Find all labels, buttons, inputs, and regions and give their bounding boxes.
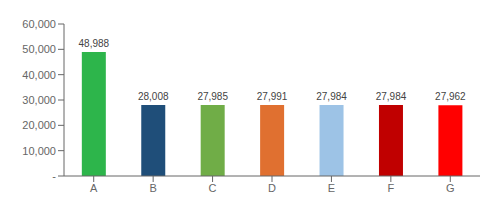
svg-text:50,000: 50,000	[22, 43, 56, 55]
svg-text:27,984: 27,984	[316, 91, 347, 102]
svg-text:A: A	[90, 182, 98, 194]
svg-text:E: E	[328, 182, 335, 194]
svg-text:30,000: 30,000	[22, 94, 56, 106]
svg-text:C: C	[209, 182, 217, 194]
svg-text:27,984: 27,984	[376, 91, 407, 102]
svg-text:27,985: 27,985	[197, 91, 228, 102]
svg-text:48,988: 48,988	[79, 38, 110, 49]
svg-text:10,000: 10,000	[22, 145, 56, 157]
svg-text:20,000: 20,000	[22, 119, 56, 131]
svg-text:F: F	[387, 182, 394, 194]
svg-text:28,008: 28,008	[138, 91, 169, 102]
svg-text:G: G	[446, 182, 455, 194]
svg-text:B: B	[149, 182, 156, 194]
svg-text:60,000: 60,000	[22, 18, 56, 30]
svg-text:-: -	[52, 170, 56, 182]
svg-text:40,000: 40,000	[22, 69, 56, 81]
svg-text:27,962: 27,962	[435, 91, 466, 102]
svg-text:27,991: 27,991	[257, 91, 288, 102]
svg-text:D: D	[268, 182, 276, 194]
